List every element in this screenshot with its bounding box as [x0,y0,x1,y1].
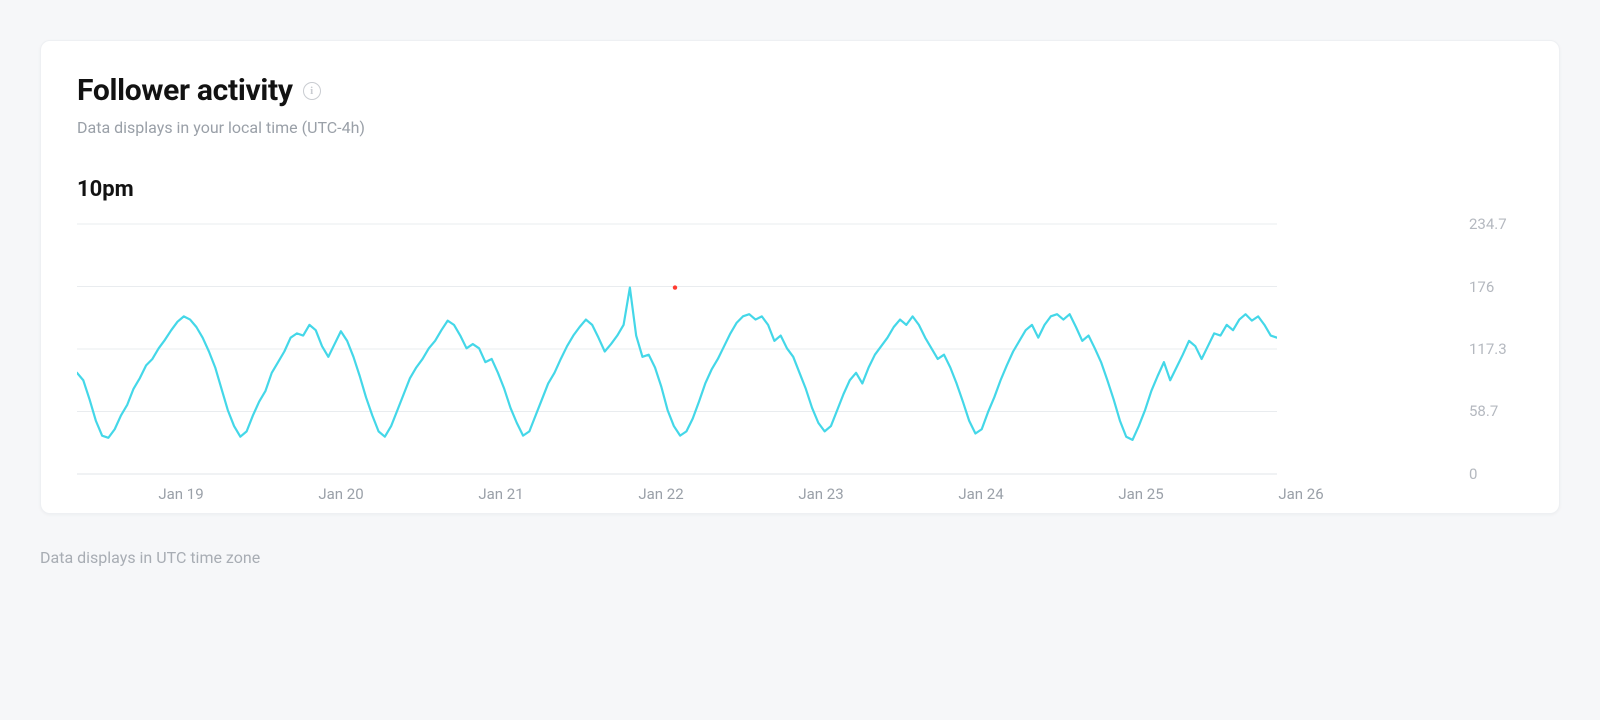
follower-activity-card: Follower activity i Data displays in you… [40,40,1560,514]
page-title: Follower activity [77,73,293,108]
chart-plot: Jan 19Jan 20Jan 21Jan 22Jan 23Jan 24Jan … [77,222,1455,477]
x-tick-label: Jan 24 [958,485,1003,503]
y-tick-label: 0 [1469,465,1477,483]
x-tick-label: Jan 20 [318,485,363,503]
x-tick-label: Jan 23 [798,485,843,503]
y-tick-label: 176 [1469,278,1494,296]
line-chart [77,222,1277,477]
y-tick-label: 234.7 [1469,215,1507,233]
x-tick-label: Jan 26 [1278,485,1323,503]
selected-hour-label: 10pm [77,177,1523,202]
x-axis: Jan 19 Jan 20 Jan 21 Jan 22 Jan 23 Jan 24 Jan … [77,485,1277,513]
subtitle: Data displays in your local time (UTC-4h… [77,118,1523,137]
y-tick-label: 58.7 [1469,402,1498,420]
footer-note: Data displays in UTC time zone [40,548,1560,567]
x-tick-label: Jan 22 [638,485,683,503]
y-tick-label: 117.3 [1469,340,1507,358]
x-tick-label: Jan 21 [478,485,523,503]
x-tick-label: Jan 19 [158,485,203,503]
peak-marker [673,285,677,289]
title-row: Follower activity i [77,73,1523,108]
x-tick-label: Jan 25 [1118,485,1163,503]
follower-activity-line [77,288,1277,440]
info-icon[interactable]: i [303,82,321,100]
y-axis: 058.7117.3176234.7 [1469,222,1523,472]
chart-container: Jan 19Jan 20Jan 21Jan 22Jan 23Jan 24Jan … [77,222,1523,477]
